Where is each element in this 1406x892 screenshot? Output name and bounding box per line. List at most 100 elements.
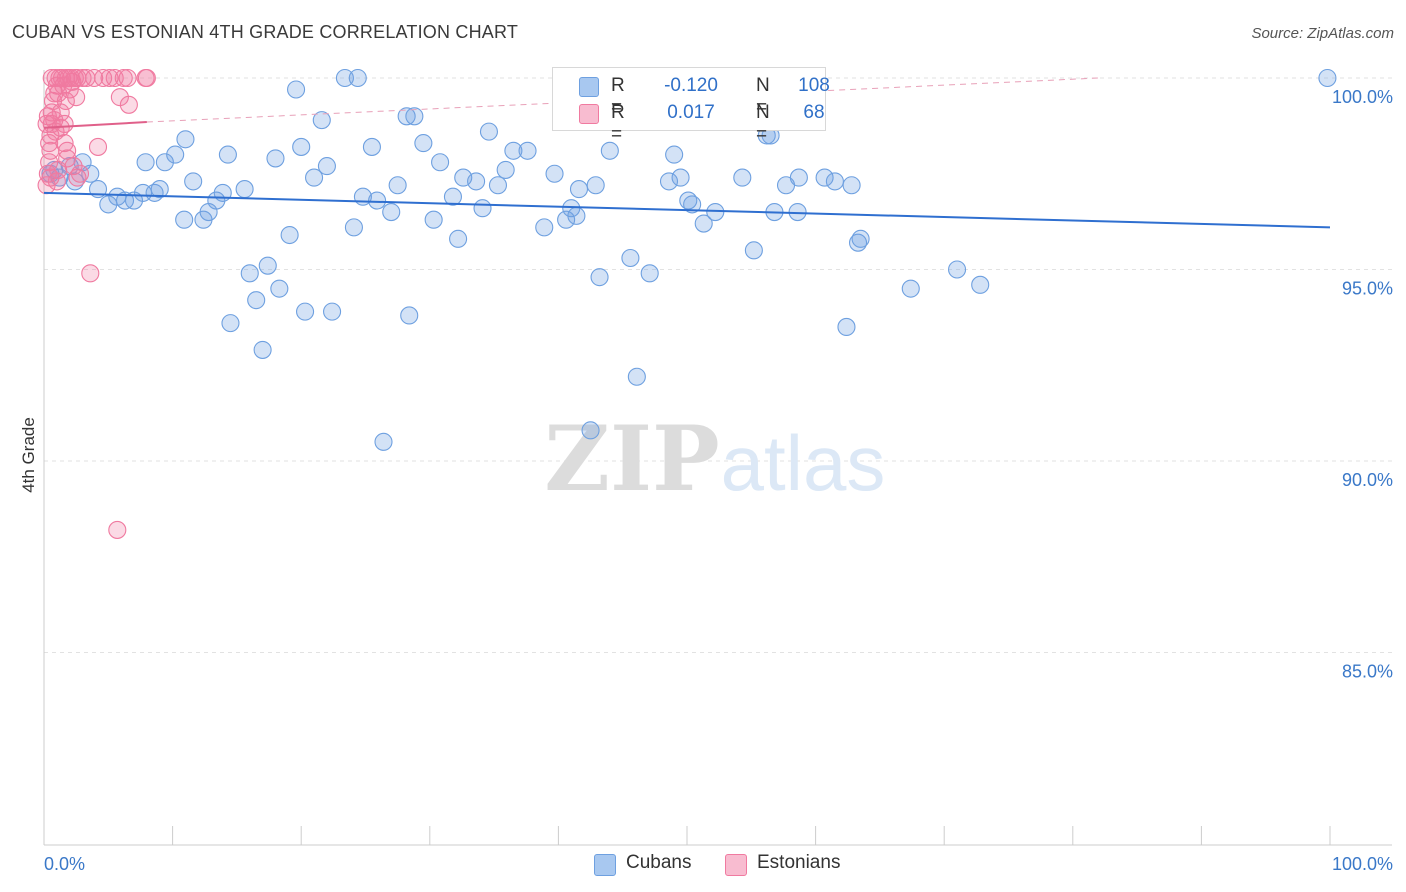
point-cuban (155, 153, 174, 172)
point-estonian (46, 68, 65, 88)
legend-n-value: 108 (798, 75, 830, 96)
point-cuban (535, 218, 554, 237)
point-cuban (362, 137, 381, 156)
series-swatch-cubans (594, 854, 616, 876)
axis-labels: 100.0% 95.0% 90.0% 85.0% 0.0% 100.0% 4th Grade (19, 87, 1393, 874)
point-cuban (221, 314, 240, 333)
point-cuban (733, 168, 752, 187)
point-cuban (240, 264, 259, 283)
point-cuban (567, 206, 586, 225)
point-cuban (374, 432, 393, 451)
point-cuban (235, 180, 254, 199)
point-cuban (901, 279, 920, 298)
point-cuban (640, 264, 659, 283)
point-cuban (504, 141, 523, 160)
point-cuban (207, 191, 226, 210)
point-cuban (600, 141, 619, 160)
point-cuban (270, 279, 289, 298)
watermark: ZIP atlas (544, 406, 885, 512)
point-cuban (280, 225, 299, 245)
point-cuban (842, 176, 861, 195)
y-tick-label: 90.0% (1342, 470, 1393, 490)
legend-n-label: N = (756, 75, 770, 118)
point-estonian (119, 95, 138, 114)
legend-n-value: 68 (803, 102, 825, 123)
point-estonian (108, 520, 127, 539)
point-cuban (1318, 68, 1337, 88)
point-cuban (184, 172, 203, 191)
point-cuban (335, 68, 354, 88)
axes (43, 70, 1392, 846)
point-cuban (431, 153, 450, 172)
point-cuban (948, 260, 967, 279)
point-cuban (665, 145, 684, 164)
x-tick-label: 0.0% (44, 854, 85, 874)
point-estonian (88, 137, 108, 156)
point-cuban (287, 80, 306, 99)
watermark-atlas: atlas (721, 419, 886, 507)
point-cuban (344, 218, 363, 237)
point-estonian (67, 88, 86, 107)
point-estonian (47, 172, 66, 191)
point-estonian (118, 68, 137, 88)
point-cuban (296, 302, 315, 321)
point-cuban (266, 149, 285, 168)
point-cuban (449, 229, 468, 248)
point-cuban (397, 107, 416, 126)
point-cuban (683, 195, 702, 214)
point-cuban (323, 302, 342, 321)
point-cuban (825, 172, 844, 191)
y-tick-label: 95.0% (1342, 279, 1393, 299)
point-cuban (569, 180, 589, 199)
legend-n-label: N = (756, 102, 770, 145)
legend-r-label: R = (611, 102, 625, 145)
point-cuban (443, 187, 462, 206)
point-estonian (58, 141, 77, 160)
point-cuban (136, 153, 155, 172)
point-cuban (317, 157, 336, 176)
point-cuban (382, 203, 401, 222)
point-estonian (114, 68, 133, 88)
y-tick-label: 100.0% (1332, 87, 1393, 107)
point-estonian (81, 264, 100, 283)
trend-line-cubans (43, 191, 1331, 229)
series-label-cubans: Cubans (626, 852, 692, 873)
point-cuban (545, 164, 564, 183)
point-cuban (557, 210, 576, 229)
point-cuban (518, 141, 537, 160)
point-cuban (581, 421, 600, 440)
point-cuban (659, 172, 679, 191)
point-cuban (414, 134, 433, 153)
point-estonian (100, 68, 119, 88)
point-cuban (175, 210, 194, 229)
point-cuban (368, 191, 387, 210)
point-cuban (837, 317, 856, 337)
point-cuban (292, 137, 311, 156)
point-cuban (467, 172, 486, 191)
gridlines (44, 77, 1392, 653)
data-points (37, 68, 1337, 539)
point-estonian (56, 91, 75, 111)
point-cuban (400, 306, 419, 325)
point-cuban (488, 176, 508, 195)
legend-r-label: R = (611, 75, 625, 118)
point-cuban (218, 145, 237, 164)
point-cuban (586, 176, 605, 195)
chart-title: CUBAN VS ESTONIAN 4TH GRADE CORRELATION … (12, 22, 519, 42)
point-cuban (744, 241, 763, 260)
point-cuban (312, 111, 331, 130)
point-cuban (473, 199, 492, 218)
stats-legend: R = -0.120 N = 108 R = 0.017 N = 68 (552, 67, 830, 145)
point-estonian (137, 68, 156, 88)
y-axis-title: 4th Grade (19, 417, 38, 493)
point-cuban (405, 107, 424, 126)
point-cuban (176, 130, 195, 149)
legend-r-value: -0.120 (664, 75, 718, 96)
point-cuban (851, 229, 870, 248)
point-cuban (258, 256, 277, 275)
point-cuban (479, 122, 499, 141)
point-estonian (37, 114, 56, 134)
x-tick-label: 100.0% (1332, 854, 1393, 874)
point-cuban (247, 291, 266, 310)
